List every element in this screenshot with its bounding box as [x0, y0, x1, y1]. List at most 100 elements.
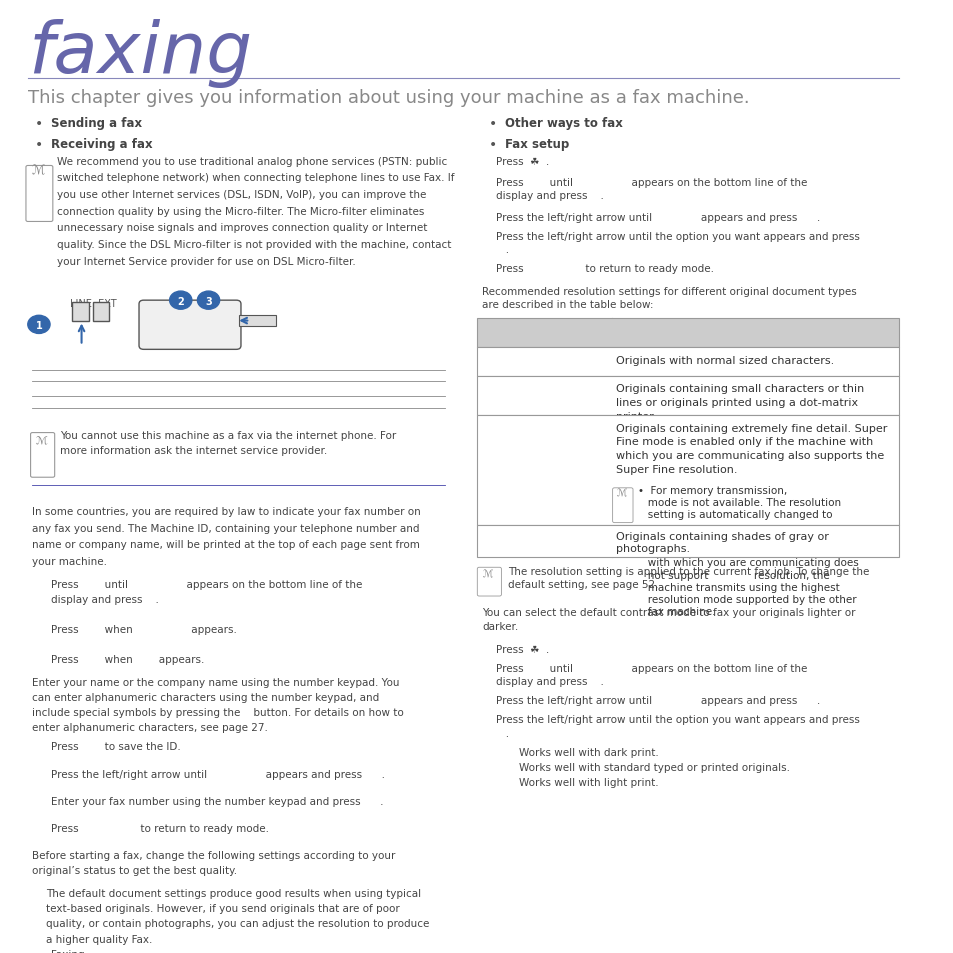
Text: display and press    .: display and press .	[496, 677, 603, 686]
Bar	[476, 348, 898, 376]
Text: enter alphanumeric characters, see page 27.: enter alphanumeric characters, see page …	[32, 722, 268, 733]
Text: display and press    .: display and press .	[496, 192, 603, 201]
Text: Press the left/right arrow until the option you want appears and press: Press the left/right arrow until the opt…	[496, 715, 859, 724]
Text: You cannot use this machine as a fax via the internet phone. For: You cannot use this machine as a fax via…	[60, 431, 396, 441]
Text: •: •	[489, 137, 497, 152]
Text: Originals with normal sized characters.: Originals with normal sized characters.	[616, 355, 834, 365]
Text: Originals containing extremely fine detail. Super: Originals containing extremely fine deta…	[616, 423, 887, 434]
Text: .: .	[496, 245, 509, 254]
Text: mode is not available. The resolution: mode is not available. The resolution	[637, 497, 840, 507]
Text: •: •	[35, 117, 44, 132]
Text: Other ways to fax: Other ways to fax	[504, 117, 622, 131]
Text: text-based originals. However, if you send originals that are of poor: text-based originals. However, if you se…	[47, 903, 399, 913]
Text: quality. Since the DSL Micro-filter is not provided with the machine, contact: quality. Since the DSL Micro-filter is n…	[57, 239, 452, 250]
Text: switched telephone network) when connecting telephone lines to use Fax. If: switched telephone network) when connect…	[57, 173, 455, 183]
Text: resolution and the fax machine: resolution and the fax machine	[637, 546, 829, 556]
Text: fax machine.: fax machine.	[637, 606, 715, 617]
Text: Press        until                  appears on the bottom line of the: Press until appears on the bottom line o…	[496, 663, 806, 673]
Text: can enter alphanumeric characters using the number keypad, and: can enter alphanumeric characters using …	[32, 693, 379, 702]
Text: Press        when        appears.: Press when appears.	[51, 655, 204, 664]
Bar	[476, 376, 898, 416]
Text: Press the left/right arrow until the option you want appears and press: Press the left/right arrow until the opt…	[496, 232, 859, 241]
Text: Press the left/right arrow until               appears and press      .: Press the left/right arrow until appears…	[496, 696, 820, 705]
Text: ℳ: ℳ	[617, 488, 627, 498]
Text: with which you are communicating does: with which you are communicating does	[637, 558, 858, 568]
Text: Press  ☘  .: Press ☘ .	[496, 644, 549, 654]
Text: •: •	[489, 117, 497, 132]
Text: The default document settings produce good results when using typical: The default document settings produce go…	[47, 888, 421, 898]
Text: Fine mode is enabled only if the machine with: Fine mode is enabled only if the machine…	[616, 436, 873, 447]
Text: Press        until                  appears on the bottom line of the: Press until appears on the bottom line o…	[496, 177, 806, 188]
FancyBboxPatch shape	[30, 879, 441, 953]
Text: include special symbols by pressing the    button. For details on how to: include special symbols by pressing the …	[32, 707, 404, 718]
Text: 1: 1	[35, 320, 42, 331]
Text: name or company name, will be printed at the top of each page sent from: name or company name, will be printed at…	[32, 539, 420, 550]
Text: original’s status to get the best quality.: original’s status to get the best qualit…	[32, 865, 237, 876]
FancyBboxPatch shape	[30, 433, 54, 477]
Text: Receiving a fax: Receiving a fax	[51, 137, 152, 151]
Text: photographs.: photographs.	[616, 543, 690, 554]
Text: Works well with standard typed or printed originals.: Works well with standard typed or printe…	[518, 762, 789, 772]
Text: default setting, see page 52.: default setting, see page 52.	[507, 579, 658, 590]
FancyBboxPatch shape	[612, 488, 633, 523]
Text: ℳ: ℳ	[31, 164, 45, 177]
Text: Press                   to return to ready mode.: Press to return to ready mode.	[496, 264, 713, 274]
Text: 3: 3	[205, 296, 212, 306]
Text: In some countries, you are required by law to indicate your fax number on: In some countries, you are required by l…	[32, 506, 420, 517]
Text: not support              resolution, the: not support resolution, the	[637, 570, 828, 580]
Text: display and press    .: display and press .	[51, 594, 159, 604]
Text: any fax you send. The Machine ID, containing your telephone number and: any fax you send. The Machine ID, contai…	[32, 523, 419, 533]
Text: Before starting a fax, change the following settings according to your: Before starting a fax, change the follow…	[32, 850, 395, 861]
Text: resolution mode supported by the other: resolution mode supported by the other	[637, 594, 856, 604]
Text: Recommended resolution settings for different original document types: Recommended resolution settings for diff…	[481, 287, 856, 296]
Text: Sending a fax: Sending a fax	[51, 117, 142, 131]
Text: We recommend you to use traditional analog phone services (PSTN: public: We recommend you to use traditional anal…	[57, 156, 447, 167]
Text: Enter your name or the company name using the number keypad. You: Enter your name or the company name usin…	[32, 678, 399, 687]
Text: Super Fine resolution.: Super Fine resolution.	[616, 464, 737, 474]
Text: are described in the table below:: are described in the table below:	[481, 300, 653, 310]
Bar	[476, 319, 898, 348]
Text: Press the left/right arrow until                  appears and press      .: Press the left/right arrow until appears…	[51, 769, 385, 779]
Text: lines or originals printed using a dot-matrix: lines or originals printed using a dot-m…	[616, 397, 858, 408]
Text: quality, or contain photographs, you can adjust the resolution to produce: quality, or contain photographs, you can…	[47, 919, 429, 928]
Bar	[239, 315, 276, 327]
Text: printer.: printer.	[616, 411, 656, 421]
Bar	[92, 302, 110, 321]
Text: Press the left/right arrow until               appears and press      .: Press the left/right arrow until appears…	[496, 213, 820, 222]
Text: Enter your fax number using the number keypad and press      .: Enter your fax number using the number k…	[51, 796, 383, 806]
Text: Fax setup: Fax setup	[504, 137, 569, 151]
Text: your machine.: your machine.	[32, 557, 108, 566]
Text: Press        until                  appears on the bottom line of the: Press until appears on the bottom line o…	[51, 579, 362, 589]
Text: machine transmits using the highest: machine transmits using the highest	[637, 582, 839, 592]
Text: setting is automatically changed to: setting is automatically changed to	[637, 510, 831, 519]
Bar	[476, 416, 898, 525]
Text: You can select the default contrast mode to fax your originals lighter or: You can select the default contrast mode…	[481, 608, 855, 618]
Text: Press  ☘  .: Press ☘ .	[496, 156, 549, 167]
Text: which you are communicating also supports the: which you are communicating also support…	[616, 451, 883, 460]
Circle shape	[28, 316, 50, 335]
Bar	[476, 525, 898, 558]
Text: .: .	[496, 728, 509, 738]
Text: more information ask the internet service provider.: more information ask the internet servic…	[60, 446, 327, 456]
Circle shape	[197, 292, 219, 310]
Text: This chapter gives you information about using your machine as a fax machine.: This chapter gives you information about…	[28, 90, 749, 107]
Text: •  When your machine is set to: • When your machine is set to	[637, 534, 799, 543]
Text: Works well with dark print.: Works well with dark print.	[518, 747, 659, 757]
Text: 2: 2	[177, 296, 184, 306]
Text: Faxing: Faxing	[51, 948, 85, 953]
Text: Press        to save the ID.: Press to save the ID.	[51, 741, 180, 752]
Text: connection quality by using the Micro-filter. The Micro-filter eliminates: connection quality by using the Micro-fi…	[57, 207, 424, 216]
Circle shape	[170, 292, 192, 310]
Text: a higher quality Fax.: a higher quality Fax.	[47, 934, 152, 943]
Text: ℳ: ℳ	[482, 569, 493, 579]
Text: ℳ: ℳ	[35, 435, 47, 445]
Text: your Internet Service provider for use on DSL Micro-filter.: your Internet Service provider for use o…	[57, 256, 355, 266]
Text: LINE  EXT: LINE EXT	[70, 298, 116, 309]
Text: Press                   to return to ready mode.: Press to return to ready mode.	[51, 823, 269, 833]
Text: unnecessary noise signals and improves connection quality or Internet: unnecessary noise signals and improves c…	[57, 223, 427, 233]
Text: Works well with light print.: Works well with light print.	[518, 777, 658, 787]
Text: Originals containing shades of gray or: Originals containing shades of gray or	[616, 532, 828, 541]
Text: Originals containing small characters or thin: Originals containing small characters or…	[616, 384, 863, 394]
Bar	[72, 302, 89, 321]
FancyBboxPatch shape	[139, 301, 241, 350]
